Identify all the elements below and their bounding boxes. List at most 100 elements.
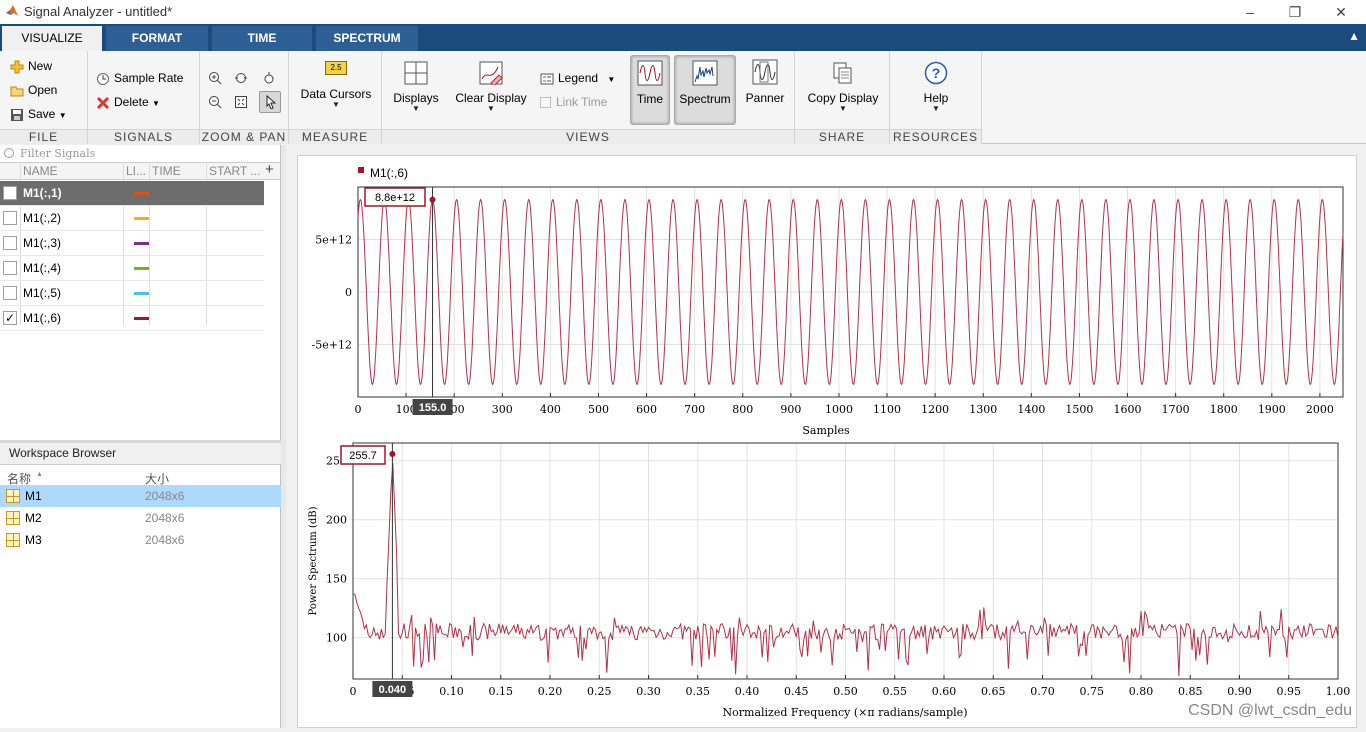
time-label: Time — [637, 92, 663, 106]
workspace-variable-row[interactable]: M3 2048x6 — [0, 529, 281, 551]
signal-checkbox[interactable] — [3, 236, 17, 250]
clear-display-button[interactable]: Clear Display ▼ — [450, 55, 532, 113]
select-tool-button[interactable] — [259, 91, 281, 113]
share-section-title: SHARE — [795, 129, 889, 144]
panner-button[interactable]: Panner — [740, 55, 790, 105]
spectrum-cursor-marker[interactable] — [389, 451, 395, 457]
spectrum-xtick-label: 0.90 — [1227, 685, 1252, 698]
fit-to-view-icon[interactable] — [234, 95, 248, 109]
minimize-button[interactable]: – — [1235, 2, 1265, 22]
save-button[interactable]: Save ▼ — [10, 107, 67, 122]
signal-line-swatch[interactable] — [134, 317, 149, 320]
signal-row[interactable]: M1(:,2) — [0, 206, 264, 231]
time-xtick-label: 600 — [636, 403, 657, 416]
sample-rate-button[interactable]: Sample Rate — [96, 71, 183, 86]
signal-checkbox[interactable] — [3, 286, 17, 300]
collapse-toolstrip-icon[interactable]: ▲ — [1348, 29, 1360, 43]
zoom-pan-section-title: ZOOM & PAN — [200, 129, 288, 144]
signal-checkbox[interactable]: ✓ — [3, 311, 17, 325]
resources-section-title: RESOURCES — [890, 129, 981, 144]
views-section-title: VIEWS — [382, 129, 794, 144]
time-xtick-label: 2000 — [1306, 403, 1334, 416]
filter-signals-input[interactable]: Filter Signals — [0, 145, 280, 163]
variable-name: M3 — [25, 533, 42, 547]
signal-checkbox[interactable] — [3, 261, 17, 275]
spectrum-grid — [353, 443, 1338, 679]
time-cursor-marker[interactable] — [430, 197, 436, 203]
legend-label: Legend — [558, 71, 598, 85]
watermark: CSDN @lwt_csdn_edu — [1188, 702, 1352, 720]
help-button[interactable]: ? Help ▼ — [900, 55, 972, 113]
spectrum-xtick-label: 0.15 — [489, 685, 514, 698]
open-button[interactable]: Open — [10, 83, 57, 98]
legend-swatch — [358, 167, 364, 173]
workspace-browser-title: Workspace Browser — [0, 443, 281, 465]
time-xtick-label: 1000 — [825, 403, 853, 416]
save-label: Save — [28, 107, 55, 121]
delete-button[interactable]: Delete ▼ — [96, 95, 160, 110]
spectrum-xtick-label: 0.30 — [636, 685, 661, 698]
variable-name: M2 — [25, 511, 42, 525]
workspace-variable-row[interactable]: M1 2048x6 — [0, 485, 281, 507]
legend-button[interactable]: Legend ▼ — [540, 71, 615, 86]
signal-checkbox[interactable] — [3, 186, 17, 200]
signal-row[interactable]: ✓ M1(:,6) — [0, 306, 264, 331]
spectrum-xtick-label: 0.80 — [1129, 685, 1154, 698]
file-section-title: FILE — [0, 129, 87, 144]
signal-row[interactable]: M1(:,5) — [0, 281, 264, 306]
signal-line-swatch[interactable] — [134, 292, 149, 295]
zoom-in-icon[interactable] — [208, 71, 222, 85]
spectrum-xtick-label: 0.45 — [784, 685, 809, 698]
link-time-checkbox[interactable]: Link Time — [540, 95, 607, 109]
add-column-icon[interactable]: + — [265, 161, 274, 178]
spectrum-ytick-label: 200 — [326, 514, 347, 527]
workspace-columns: 名称 ▲ 大小 — [0, 466, 281, 484]
time-xtick-label: 1900 — [1258, 403, 1286, 416]
signal-name: M1(:,4) — [23, 261, 61, 275]
tab-spectrum[interactable]: SPECTRUM — [316, 26, 418, 51]
column-line[interactable]: LI... — [126, 164, 146, 178]
zoom-y-icon[interactable] — [262, 71, 276, 85]
signal-row[interactable]: M1(:,4) — [0, 256, 264, 281]
spectrum-xtick-label: 0.75 — [1080, 685, 1105, 698]
data-cursors-button[interactable]: 2.5 Data Cursors ▼ — [295, 55, 377, 109]
spectrum-ytick-label: 150 — [326, 573, 347, 586]
spectrum-xtick-label: 0.10 — [439, 685, 464, 698]
signal-line-swatch[interactable] — [134, 217, 149, 220]
new-button[interactable]: New — [10, 59, 52, 74]
workspace-variable-row[interactable]: M2 2048x6 — [0, 507, 281, 529]
signal-row[interactable]: M1(:,3) — [0, 231, 264, 256]
spectrum-xtick-label: 0.95 — [1277, 685, 1302, 698]
copy-display-button[interactable]: Copy Display ▼ — [801, 55, 885, 113]
maximize-button[interactable]: ❐ — [1280, 2, 1310, 22]
spectrum-plot[interactable]: 00.050.100.150.200.250.300.350.400.450.5… — [308, 443, 1350, 719]
sort-ascending-icon[interactable]: ▲ — [36, 471, 43, 478]
spectrum-xtick-label: 0.40 — [735, 685, 760, 698]
spectrum-xtick-label: 0 — [350, 685, 357, 698]
close-button[interactable]: ✕ — [1326, 2, 1356, 22]
tab-time[interactable]: TIME — [212, 26, 312, 51]
measure-section-title: MEASURE — [289, 129, 381, 144]
signal-line-swatch[interactable] — [134, 192, 149, 195]
spectrum-view-toggle[interactable]: Spectrum — [674, 55, 736, 125]
signal-line-swatch[interactable] — [134, 267, 149, 270]
spectrum-xtick-label: 1.00 — [1326, 685, 1351, 698]
toolstrip: New Open Save ▼ FILE Sample Rate Delete … — [0, 51, 1366, 144]
tab-format[interactable]: FORMAT — [106, 26, 208, 51]
time-xtick-label: 300 — [492, 403, 513, 416]
tab-visualize[interactable]: VISUALIZE — [2, 26, 102, 51]
signal-row[interactable]: M1(:,1) — [0, 181, 264, 206]
zoom-out-icon[interactable] — [208, 95, 222, 109]
signal-line-swatch[interactable] — [134, 242, 149, 245]
column-start[interactable]: START ... — [209, 164, 260, 178]
signal-browser-panel: Filter Signals NAME LI... TIME START ...… — [0, 145, 281, 728]
zoom-x-icon[interactable] — [234, 71, 248, 85]
column-name[interactable]: NAME — [23, 164, 58, 178]
time-view-toggle[interactable]: Time — [630, 55, 670, 125]
displays-button[interactable]: Displays ▼ — [388, 55, 444, 113]
sample-rate-label: Sample Rate — [114, 71, 183, 85]
column-time[interactable]: TIME — [152, 164, 181, 178]
signal-checkbox[interactable] — [3, 211, 17, 225]
